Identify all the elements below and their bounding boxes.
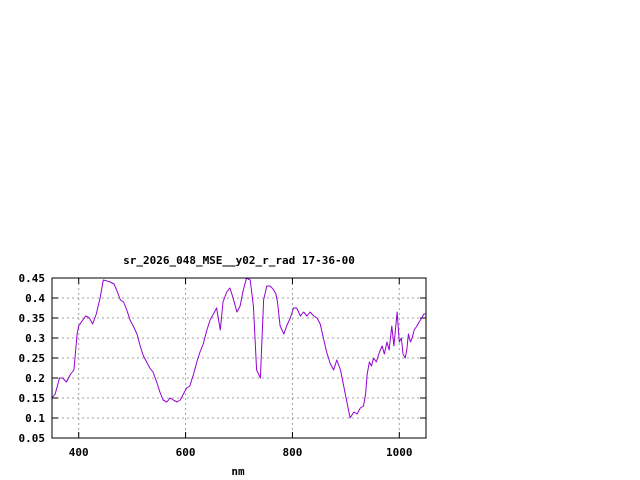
x-axis-title: nm: [231, 465, 245, 478]
chart-title: sr_2026_048_MSE__y02_r_rad 17-36-00: [123, 254, 355, 267]
y-tick-label: 0.1: [25, 412, 45, 425]
y-tick-label: 0.35: [19, 312, 46, 325]
x-tick-label: 800: [282, 446, 302, 459]
y-tick-label: 0.25: [19, 352, 46, 365]
y-tick-label: 0.3: [25, 332, 45, 345]
plot-frame: [51, 277, 427, 439]
y-tick-label: 0.05: [19, 432, 46, 445]
y-tick-label: 0.2: [25, 372, 45, 385]
x-tick-label: 400: [69, 446, 89, 459]
plot-lines: [51, 277, 426, 419]
y-tick-label: 0.4: [25, 292, 45, 305]
x-axis: 400 600 800 1000: [69, 278, 413, 459]
x-tick-label: 600: [176, 446, 196, 459]
x-tick-label: 1000: [386, 446, 413, 459]
series-line-1: [51, 277, 426, 419]
y-axis: 0.05 0.1 0.15 0.2 0.25 0.3 0.35 0.4 0.45: [19, 272, 426, 445]
y-tick-label: 0.15: [19, 392, 46, 405]
grid-lines: [52, 278, 426, 438]
y-tick-label: 0.45: [19, 272, 46, 285]
